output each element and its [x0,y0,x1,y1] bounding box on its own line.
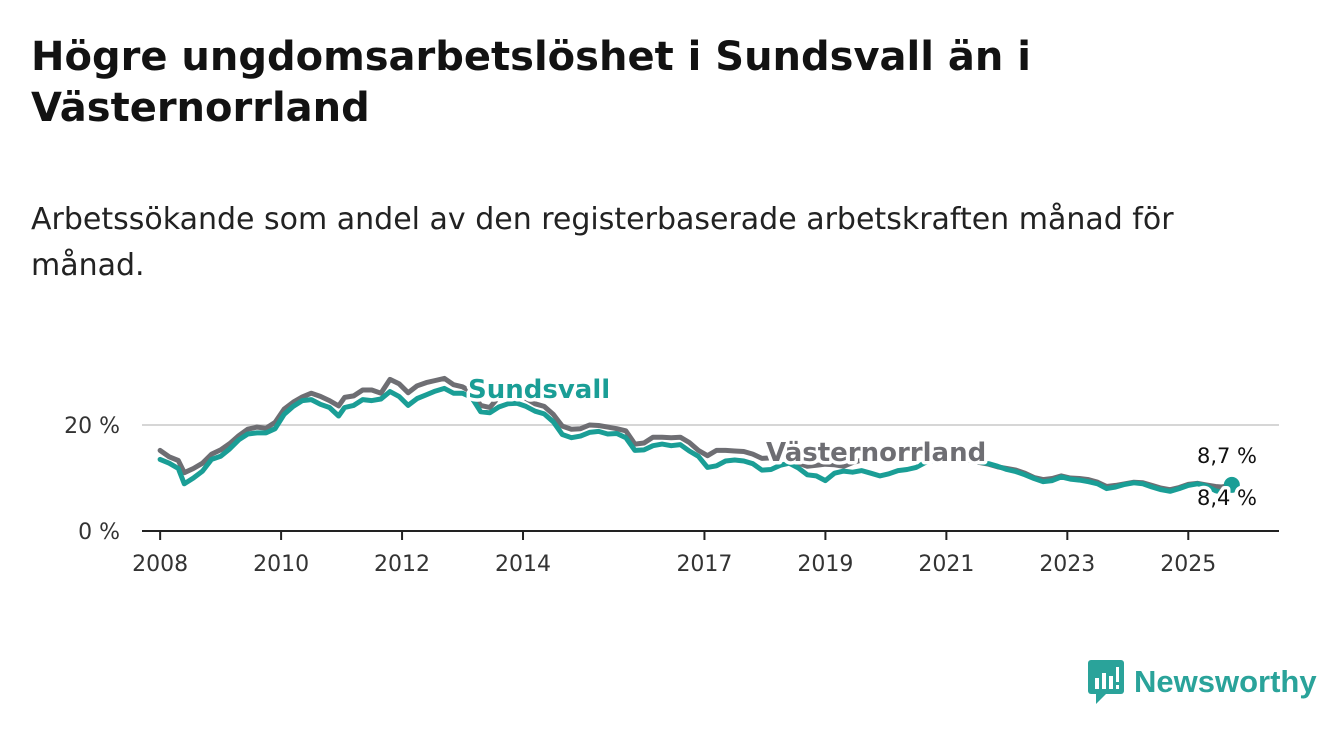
series-line-sundsvall [157,385,1235,495]
x-tick-label: 2021 [918,552,974,577]
x-tick-label: 2019 [797,552,853,577]
series-end-point [1223,476,1240,493]
x-tick-label: 2012 [374,552,430,577]
x-axis-ticks: 2008 2010 2012 2014 2017 2019 2021 2023 2025 [132,531,1216,577]
x-tick-label: 2008 [132,552,188,577]
end-value-label: 8,7 % [1197,444,1257,468]
y-tick-label: 20 % [64,414,120,439]
bar-chart-speech-icon [1088,660,1124,704]
x-tick-label: 2025 [1160,552,1216,577]
series-lines [157,375,1240,495]
x-tick-label: 2010 [253,552,309,577]
x-tick-label: 2017 [676,552,732,577]
y-axis-ticks: 0 % 20 % [64,414,120,545]
series-label: Sundsvall [468,375,610,405]
x-tick-label: 2014 [495,552,551,577]
series-line-västernorrland [157,375,1235,493]
x-tick-label: 2023 [1039,552,1095,577]
series-labels: Sundsvall Västernorrland 8,7 % 8,4 % [465,372,1261,514]
end-value-label: 8,4 % [1197,486,1257,510]
chart-subtitle: Arbetssökande som andel av den registerb… [31,202,1174,283]
brand-name: Newsworthy [1134,664,1317,699]
chart-title: Högre ungdomsarbetslöshet i Sundsvall än… [31,34,1031,131]
newsworthy-logo: Newsworthy [1088,660,1317,704]
y-tick-label: 0 % [78,520,120,545]
series-label: Västernorrland [766,438,986,468]
